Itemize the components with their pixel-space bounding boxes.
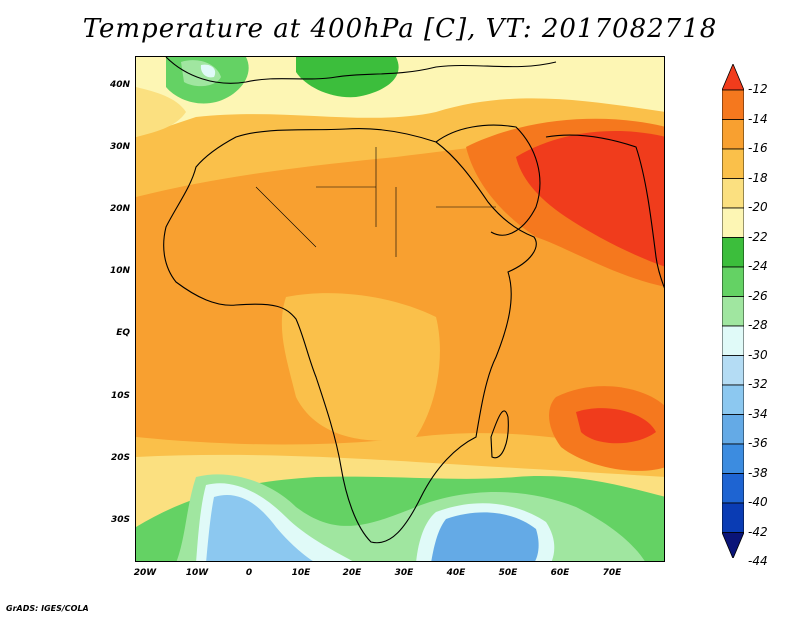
- colorbar-label: -38: [748, 465, 768, 480]
- colorbar-label: -24: [748, 259, 768, 273]
- lon-label-20w: 20W: [133, 568, 157, 578]
- colorbar-box: [722, 414, 744, 445]
- map-canvas: [136, 57, 664, 561]
- colorbar-box: [722, 296, 744, 327]
- lon-label-50e: 50E: [498, 568, 518, 578]
- lon-label-60e: 60E: [550, 568, 570, 578]
- field-blue-southeast: [431, 512, 539, 561]
- country-borders: [255, 147, 496, 257]
- continent-outlines: [163, 57, 664, 544]
- field-yellow-west: [136, 87, 186, 137]
- colorbar-box: [722, 266, 744, 297]
- colorbar-label: -30: [748, 347, 768, 362]
- map-title: Temperature at 400hPa [C], VT: 201708271…: [82, 14, 718, 44]
- colorbar-box: [722, 384, 744, 415]
- colorbar-label: -20: [748, 200, 768, 214]
- colorbar-label: -22: [748, 229, 768, 244]
- colorbar-label: -44: [748, 554, 768, 568]
- lat-label-20s: 20S: [110, 453, 130, 463]
- field-blue-southwest: [206, 495, 313, 561]
- lat-label-30n: 30N: [109, 142, 130, 152]
- colorbar-label: -36: [748, 436, 768, 450]
- colorbar-bottom-triangle: [722, 532, 744, 558]
- lon-label-0: 0: [245, 568, 253, 578]
- colorbar-label: -16: [748, 141, 768, 155]
- colorbar-box: [722, 355, 744, 386]
- lat-label-10n: 10N: [109, 266, 130, 276]
- colorbar-box: [722, 207, 744, 238]
- lon-label-10e: 10E: [291, 568, 311, 578]
- madagascar-outline: [490, 410, 509, 459]
- colorbar-box: [722, 237, 744, 268]
- lat-label-eq: EQ: [116, 328, 130, 338]
- colorbar-label: -18: [748, 170, 768, 185]
- temperature-map: [135, 56, 665, 562]
- lon-label-40e: 40E: [446, 568, 466, 578]
- lon-label-70e: 70E: [602, 568, 622, 578]
- colorbar-label: -28: [748, 318, 768, 332]
- lat-label-30s: 30S: [110, 515, 130, 525]
- colorbar-box: [722, 502, 744, 533]
- africa-outline: [163, 128, 537, 544]
- field-hot-indian-ocean: [576, 408, 656, 444]
- colorbar-box: [722, 443, 744, 474]
- colorbar-box: [722, 119, 744, 150]
- lat-label-20n: 20N: [109, 204, 130, 214]
- colorbar-label: -42: [748, 524, 768, 539]
- colorbar-box: [722, 325, 744, 356]
- india-outline: [545, 134, 664, 289]
- lon-label-20e: 20E: [342, 568, 362, 578]
- field-band-north: [136, 57, 664, 137]
- field-cyan-west-med: [200, 64, 216, 78]
- colorbar-top-triangle: [722, 64, 744, 91]
- lat-label-10s: 10S: [110, 391, 130, 401]
- colorbar-label: -40: [748, 495, 768, 509]
- lat-label-40n: 40N: [109, 80, 130, 90]
- colorbar-label: -14: [748, 111, 768, 126]
- colorbar-label: -26: [748, 288, 768, 303]
- colorbar-box: [722, 148, 744, 179]
- colorbar-box: [722, 178, 744, 209]
- colorbar: [722, 64, 744, 558]
- lon-label-10w: 10W: [185, 568, 209, 578]
- colorbar-box: [722, 473, 744, 504]
- europe-coast: [165, 57, 557, 84]
- colorbar-boxes: [722, 64, 744, 558]
- colorbar-box: [722, 89, 744, 120]
- field-green-central-med: [296, 57, 399, 98]
- field-hot-arabia-india: [516, 131, 664, 267]
- colorbar-label: -32: [748, 377, 768, 391]
- arabia-outline: [435, 124, 541, 236]
- field-central-africa: [281, 293, 440, 441]
- colorbar-label: -12: [748, 82, 768, 96]
- lon-label-30e: 30E: [394, 568, 414, 578]
- colorbar-label: -34: [748, 406, 768, 421]
- footer-credit: GrADS: IGES/COLA: [6, 604, 89, 613]
